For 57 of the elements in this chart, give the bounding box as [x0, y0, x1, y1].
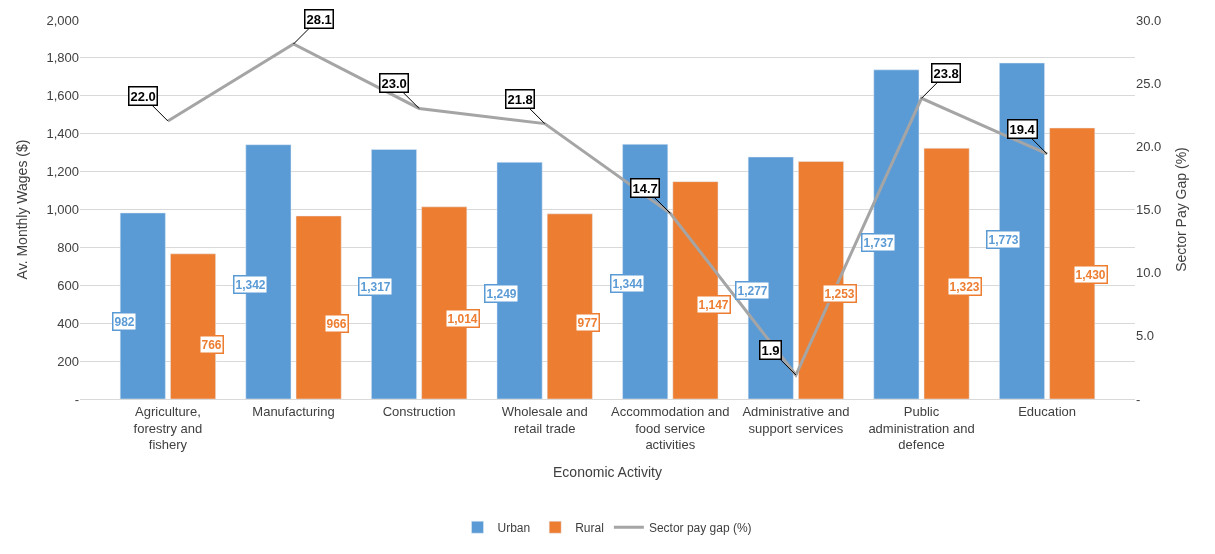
y2-tick-label: 5.0	[1136, 328, 1155, 344]
y2-tick-label: 25.0	[1136, 75, 1162, 91]
legend-label: Urban	[497, 520, 531, 535]
y-tick-label: 1,800	[46, 50, 79, 66]
legend-label: Sector pay gap (%)	[648, 520, 752, 535]
data-label: 1,249	[486, 286, 517, 301]
data-label: 1,253	[824, 286, 855, 301]
y2-tick-label: -	[1136, 391, 1141, 407]
data-label: 28.1	[306, 11, 332, 27]
x-tick-label: Education	[1018, 403, 1076, 419]
data-label: 982	[114, 314, 135, 329]
data-label: 21.8	[507, 91, 533, 107]
data-label: 1,342	[235, 277, 266, 292]
y-tick-label: 800	[57, 239, 79, 255]
data-label: 23.0	[381, 75, 407, 91]
x-tick-label: Construction	[382, 403, 456, 419]
y2-tick-label: 15.0	[1136, 202, 1162, 218]
x-tick-label: Public administration and defence	[868, 403, 975, 453]
data-label: 966	[326, 316, 347, 331]
data-label: 14.7	[632, 180, 658, 196]
data-label: 1,344	[612, 276, 643, 291]
y2-tick-label: 10.0	[1136, 265, 1162, 281]
x-tick-label: Manufacturing	[252, 403, 335, 419]
y-tick-label: -	[74, 391, 79, 407]
y-tick-label: 1,000	[46, 202, 79, 218]
y-tick-label: 600	[57, 277, 79, 293]
data-label: 1,773	[988, 232, 1019, 247]
legend-label: Rural	[575, 520, 604, 535]
x-axis-title: Economic Activity	[553, 463, 662, 480]
y-tick-label: 1,200	[46, 164, 79, 180]
data-label: 23.8	[933, 65, 959, 81]
x-tick-label: Wholesale and retail trade	[501, 403, 588, 436]
data-label: 1,147	[698, 297, 729, 312]
x-tick-label: Accommodation and food service activities	[611, 403, 730, 453]
y-tick-label: 1,600	[46, 88, 79, 104]
data-label: 22.0	[130, 88, 156, 104]
data-label: 1,317	[360, 279, 391, 294]
y-axis-title: Av. Monthly Wages ($)	[14, 139, 31, 280]
y-tick-label: 400	[57, 315, 79, 331]
data-label: 1,277	[737, 283, 768, 298]
y-tick-label: 200	[57, 353, 79, 369]
x-tick-label: Administrative and support services	[742, 403, 850, 436]
data-label: 766	[201, 337, 222, 352]
data-label: 1,737	[863, 235, 894, 250]
data-label: 977	[577, 315, 598, 330]
y-tick-label: 2,000	[46, 12, 79, 28]
y2-axis-title: Sector Pay Gap (%)	[1172, 147, 1189, 272]
data-label: 1,323	[949, 279, 980, 294]
y2-tick-label: 30.0	[1136, 12, 1162, 28]
y-tick-label: 1,400	[46, 126, 79, 142]
data-label: 1,430	[1075, 267, 1106, 282]
x-tick-label: Agriculture, forestry and fishery	[133, 403, 203, 453]
data-label: 1,014	[447, 311, 478, 326]
line-series	[166, 42, 1049, 377]
data-label: 19.4	[1009, 121, 1036, 137]
y2-tick-label: 20.0	[1136, 138, 1162, 154]
data-label: 1.9	[761, 342, 780, 358]
